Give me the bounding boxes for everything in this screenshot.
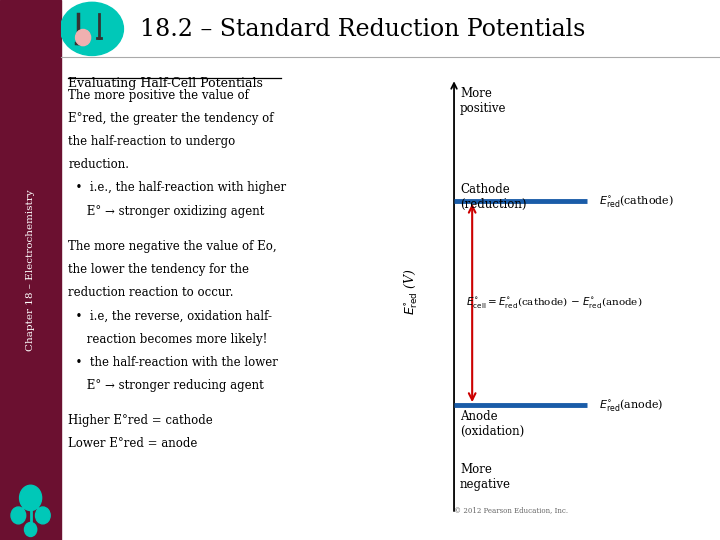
Circle shape	[24, 523, 37, 537]
Text: The more positive the value of: The more positive the value of	[68, 89, 249, 102]
Text: $E^{\circ}_{\mathrm{red}}$(cathode): $E^{\circ}_{\mathrm{red}}$(cathode)	[599, 193, 674, 209]
Text: Cathode
(reduction): Cathode (reduction)	[460, 183, 526, 211]
Text: E° → stronger reducing agent: E° → stronger reducing agent	[68, 379, 264, 392]
Text: Anode
(oxidation): Anode (oxidation)	[460, 409, 524, 437]
Ellipse shape	[76, 30, 91, 46]
Circle shape	[60, 2, 123, 56]
Circle shape	[35, 507, 50, 524]
Circle shape	[19, 485, 42, 510]
Text: reaction becomes more likely!: reaction becomes more likely!	[68, 333, 268, 346]
Text: More
positive: More positive	[460, 87, 507, 116]
Text: E°red, the greater the tendency of: E°red, the greater the tendency of	[68, 112, 274, 125]
Text: the lower the tendency for the: the lower the tendency for the	[68, 263, 249, 276]
Text: E° → stronger oxidizing agent: E° → stronger oxidizing agent	[68, 205, 265, 218]
Text: •  i.e., the half-reaction with higher: • i.e., the half-reaction with higher	[68, 181, 287, 194]
Text: Chapter 18 – Electrochemistry: Chapter 18 – Electrochemistry	[26, 189, 35, 351]
Text: 18.2 – Standard Reduction Potentials: 18.2 – Standard Reduction Potentials	[140, 18, 586, 41]
Text: reduction.: reduction.	[68, 158, 130, 171]
Text: •  the half-reaction with the lower: • the half-reaction with the lower	[68, 356, 278, 369]
Text: Evaluating Half-Cell Potentials: Evaluating Half-Cell Potentials	[68, 77, 264, 90]
Text: Higher E°red = cathode: Higher E°red = cathode	[68, 414, 213, 427]
Text: Lower E°red = anode: Lower E°red = anode	[68, 437, 198, 450]
Text: More
negative: More negative	[460, 463, 511, 491]
Text: reduction reaction to occur.: reduction reaction to occur.	[68, 286, 234, 299]
Text: © 2012 Pearson Education, Inc.: © 2012 Pearson Education, Inc.	[454, 506, 568, 514]
Text: $E^{\circ}_{\mathrm{red}}$ (V): $E^{\circ}_{\mathrm{red}}$ (V)	[403, 268, 420, 315]
Text: $E^{\circ}_{\mathrm{cell}} = E^{\circ}_{\mathrm{red}}$(cathode) $-$ $E^{\circ}_{: $E^{\circ}_{\mathrm{cell}} = E^{\circ}_{…	[466, 295, 642, 310]
Bar	[0, 0, 61, 540]
Text: $E^{\circ}_{\mathrm{red}}$(anode): $E^{\circ}_{\mathrm{red}}$(anode)	[599, 397, 664, 413]
Text: •  i.e, the reverse, oxidation half-: • i.e, the reverse, oxidation half-	[68, 309, 272, 322]
Text: The more negative the value of Eo,: The more negative the value of Eo,	[68, 240, 277, 253]
Circle shape	[11, 507, 26, 524]
Text: the half-reaction to undergo: the half-reaction to undergo	[68, 135, 235, 148]
